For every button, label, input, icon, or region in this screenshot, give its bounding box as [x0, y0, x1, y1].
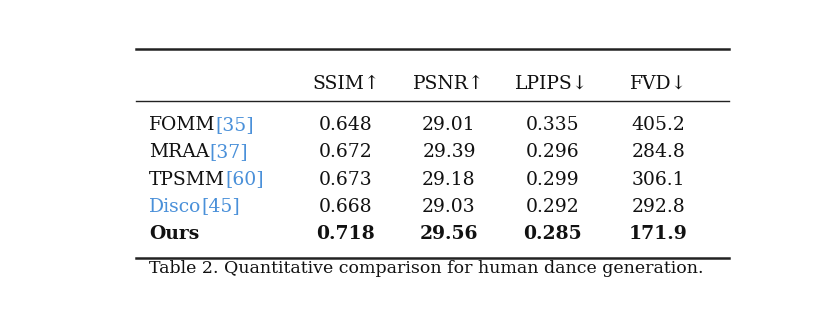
Text: 0.672: 0.672 [319, 144, 373, 161]
Text: 284.8: 284.8 [631, 144, 686, 161]
Text: Ours: Ours [149, 225, 200, 242]
Text: 171.9: 171.9 [629, 225, 688, 242]
Text: 0.296: 0.296 [525, 144, 579, 161]
Text: 405.2: 405.2 [631, 116, 686, 135]
Text: 0.718: 0.718 [316, 225, 375, 242]
Text: 29.39: 29.39 [422, 144, 476, 161]
Text: 306.1: 306.1 [631, 171, 686, 189]
Text: 292.8: 292.8 [631, 197, 686, 216]
Text: PSNR↑: PSNR↑ [414, 75, 485, 93]
Text: [37]: [37] [210, 144, 248, 161]
Text: FOMM: FOMM [149, 116, 215, 135]
Text: [45]: [45] [201, 197, 240, 216]
Text: 0.299: 0.299 [525, 171, 579, 189]
Text: MRAA: MRAA [149, 144, 210, 161]
Text: [60]: [60] [225, 171, 264, 189]
Text: 0.335: 0.335 [525, 116, 579, 135]
Text: 29.18: 29.18 [422, 171, 476, 189]
Text: [35]: [35] [215, 116, 255, 135]
Text: 0.673: 0.673 [319, 171, 373, 189]
Text: 0.648: 0.648 [319, 116, 373, 135]
Text: 29.03: 29.03 [422, 197, 476, 216]
Text: 0.292: 0.292 [525, 197, 579, 216]
Text: 0.285: 0.285 [522, 225, 582, 242]
Text: TPSMM: TPSMM [149, 171, 225, 189]
Text: SSIM↑: SSIM↑ [312, 75, 379, 93]
Text: Table 2. Quantitative comparison for human dance generation.: Table 2. Quantitative comparison for hum… [149, 260, 704, 277]
Text: 0.668: 0.668 [319, 197, 373, 216]
Text: LPIPS↓: LPIPS↓ [515, 75, 589, 93]
Text: 29.01: 29.01 [422, 116, 476, 135]
Text: 29.56: 29.56 [419, 225, 478, 242]
Text: Disco: Disco [149, 197, 201, 216]
Text: FVD↓: FVD↓ [630, 75, 687, 93]
